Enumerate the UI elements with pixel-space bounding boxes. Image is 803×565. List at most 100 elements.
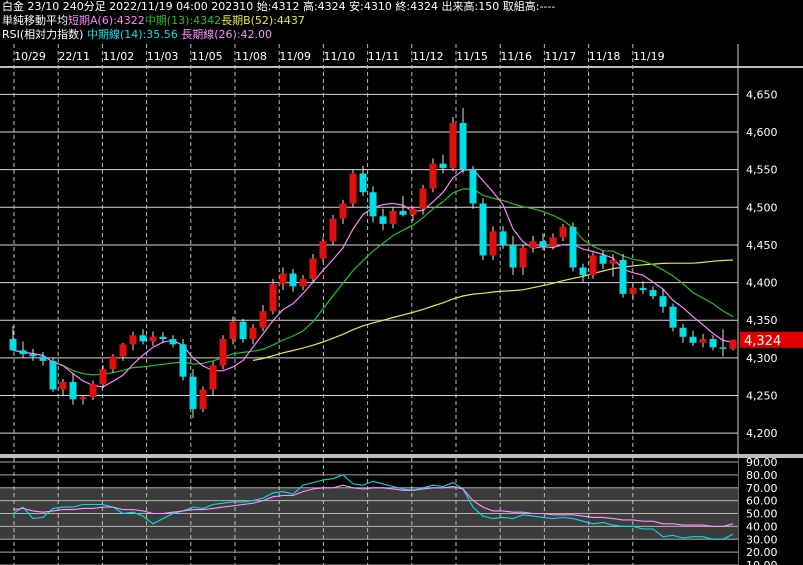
candlesticks	[9, 107, 737, 419]
candle-body	[609, 260, 617, 264]
candle-body	[69, 381, 77, 400]
candle-body	[419, 188, 427, 209]
candle-body	[619, 260, 627, 294]
candle-body	[139, 335, 147, 342]
candle-body	[389, 211, 397, 224]
candle-body	[599, 255, 607, 264]
candle-body	[249, 327, 257, 340]
rsi-long-label: 長期線(26):42.00	[181, 28, 273, 41]
date-axis: 10/29 22/11 11/02 11/03 11/05 11/08 11/09 11/10…	[0, 44, 803, 68]
price-tick-label: 4,350	[746, 314, 778, 327]
date-tick-label: 22/11	[58, 50, 90, 63]
candle-body	[89, 384, 97, 398]
rsi-lines	[12, 474, 734, 540]
last-price-label: 4,324	[744, 334, 781, 349]
candle-body	[319, 241, 327, 259]
rsi-tick-label: 30.00	[746, 533, 778, 546]
price-axis: 4,200 4,250 4,300 4,350 4,400 4,450 4,500 4,550…	[746, 88, 778, 440]
candle-body	[519, 247, 527, 268]
candle-body	[29, 354, 37, 357]
candle-body	[259, 311, 267, 328]
rsi-long-line	[12, 484, 734, 527]
rsi-axis: 10.0020.0030.0040.0050.0060.0070.0080.00…	[746, 456, 778, 565]
candle-body	[399, 211, 407, 215]
date-tick-label: 11/11	[368, 50, 400, 63]
chart-info-header: 白金 23/10 240分足 2022/11/19 04:00 202310 始…	[2, 0, 556, 13]
rsi-legend: RSI(相対力指数) 中期線(14):35.56 長期線(26):42.00	[2, 28, 272, 42]
rsi-mid-label: 中期線(14):35.56	[86, 28, 178, 41]
price-tick-label: 4,400	[746, 277, 778, 290]
date-tick-label: 11/15	[456, 50, 488, 63]
ma-long-line	[252, 259, 734, 361]
candle-body	[109, 356, 117, 370]
candle-body	[659, 296, 667, 307]
candle-body	[429, 163, 437, 189]
candle-body	[179, 344, 187, 377]
date-tick-label: 11/03	[147, 50, 179, 63]
price-tick-label: 4,650	[746, 88, 778, 101]
price-tick-label: 4,550	[746, 164, 778, 177]
price-tick-label: 4,250	[746, 390, 778, 403]
candle-body	[169, 339, 177, 345]
panel-separator	[0, 454, 803, 458]
candle-body	[409, 208, 417, 215]
candle-body	[579, 267, 587, 276]
price-tick-label: 4,600	[746, 126, 778, 139]
rsi-title: RSI(相対力指数)	[2, 28, 84, 41]
rsi-tick-label: 50.00	[746, 508, 778, 521]
candle-body	[299, 278, 307, 287]
candle-body	[689, 336, 697, 343]
rsi-tick-label: 20.00	[746, 546, 778, 559]
candle-body	[459, 122, 467, 170]
candle-body	[649, 290, 657, 297]
date-tick-label: 11/16	[500, 50, 532, 63]
candle-body	[49, 360, 57, 390]
candle-body	[499, 231, 507, 245]
ma-mid-line	[12, 188, 734, 376]
date-tick-label: 11/08	[235, 50, 267, 63]
rsi-tick-label: 70.00	[746, 482, 778, 495]
rsi-tick-label: 10.00	[746, 559, 778, 565]
date-tick-label: 11/10	[324, 50, 356, 63]
rsi-tick-label: 60.00	[746, 495, 778, 508]
candle-body	[279, 273, 287, 285]
candle-body	[329, 218, 337, 242]
rsi-tick-label: 90.00	[746, 456, 778, 469]
candle-body	[239, 321, 247, 340]
date-tick-label: 11/12	[412, 50, 444, 63]
candle-body	[289, 273, 297, 287]
candle-body	[439, 163, 447, 169]
candle-body	[59, 381, 67, 390]
candle-body	[309, 258, 317, 279]
candle-body	[469, 169, 477, 204]
candle-body	[129, 335, 137, 345]
moving-average-legend: 単純移動平均短期A(6):4322中期(13):4342長期B(52):4437	[2, 14, 305, 28]
candle-body	[709, 339, 717, 348]
candle-body	[209, 365, 217, 390]
date-tick-label: 11/19	[633, 50, 665, 63]
candle-body	[269, 284, 277, 312]
last-price-box	[740, 331, 803, 348]
candle-body	[719, 347, 727, 349]
candle-body	[369, 192, 377, 217]
candle-body	[699, 339, 707, 343]
candle-body	[219, 339, 227, 366]
ma-mid-label: 中期(13):4342	[144, 14, 222, 27]
chart-grid	[0, 44, 739, 565]
candle-body	[559, 226, 567, 238]
candle-body	[99, 369, 107, 385]
price-tick-label: 4,300	[746, 352, 778, 365]
date-tick-label: 11/05	[191, 50, 223, 63]
candle-body	[229, 321, 237, 340]
rsi-tick-label: 40.00	[746, 520, 778, 533]
candle-body	[159, 336, 167, 340]
ma-title: 単純移動平均	[2, 14, 68, 27]
date-axis-bg	[0, 44, 803, 66]
candle-body	[9, 339, 17, 351]
price-tick-label: 4,450	[746, 239, 778, 252]
candle-body	[549, 237, 557, 247]
candle-body	[669, 306, 677, 328]
candle-body	[19, 350, 27, 355]
date-tick-label: 11/09	[279, 50, 311, 63]
